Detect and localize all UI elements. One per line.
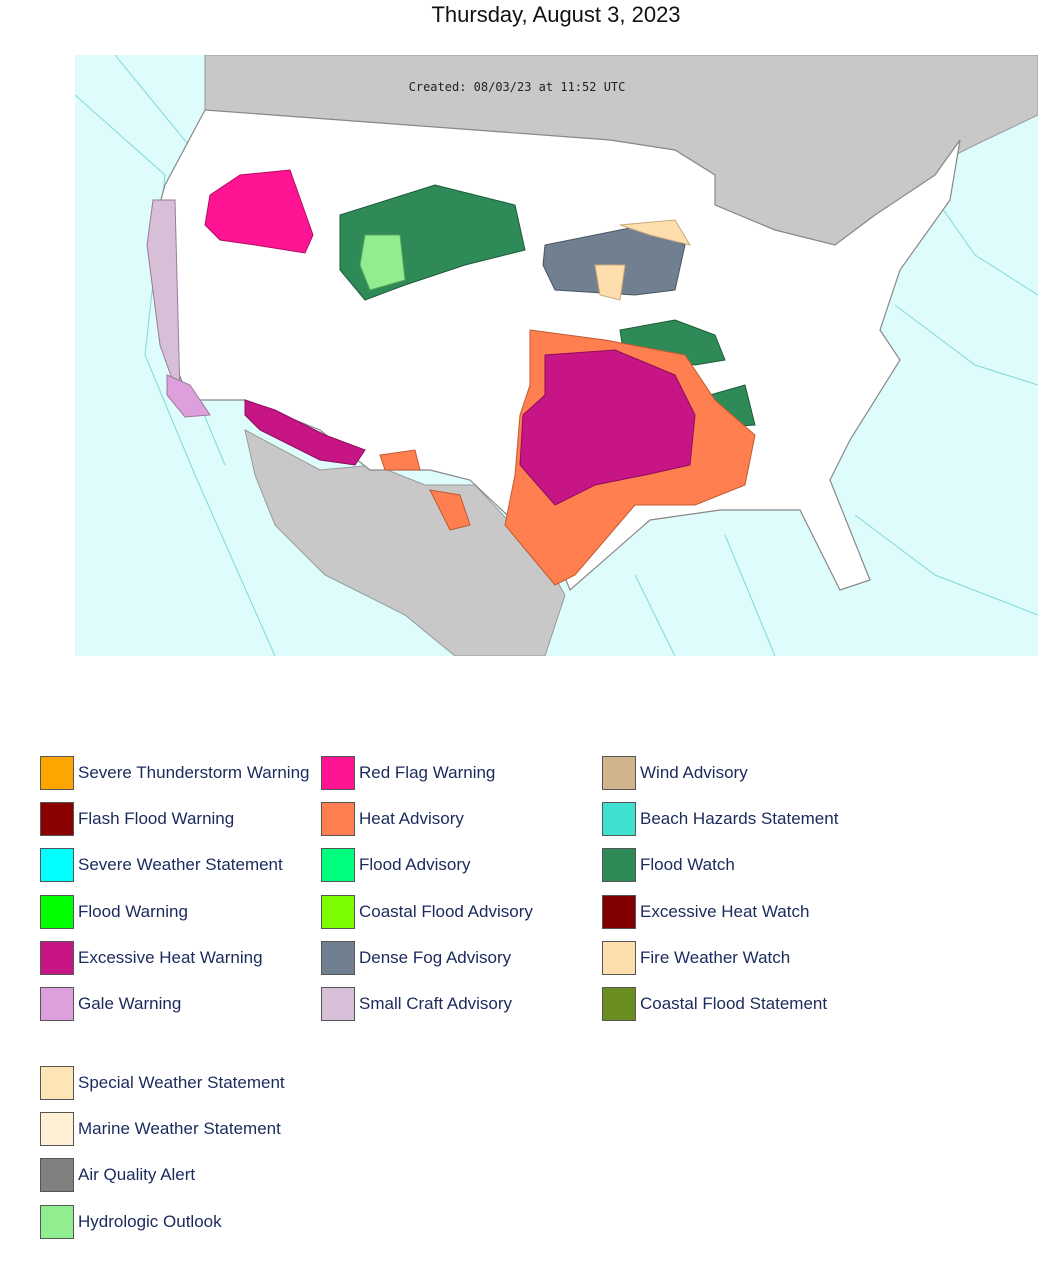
legend-item: Flash Flood Warning [40, 801, 234, 837]
legend-swatch [321, 802, 355, 837]
legend-swatch [40, 940, 74, 975]
hydrologic-area [359, 234, 406, 291]
fire-weather-area [594, 219, 692, 301]
red-flag-area [204, 169, 314, 254]
legend-label: Red Flag Warning [359, 763, 496, 782]
legend-label: Coastal Flood Advisory [359, 901, 533, 921]
legend-label: Severe Weather Statement [78, 855, 283, 875]
legend-item: Severe Thunderstorm Warning [40, 755, 310, 791]
legend-swatch [40, 1066, 74, 1100]
legend-label: Beach Hazards Statement [640, 809, 839, 829]
dense-fog-area [542, 224, 686, 296]
legend-swatch [321, 848, 355, 883]
legend-swatch [321, 940, 355, 975]
legend-label: Marine Weather Statement [78, 1119, 281, 1139]
excessive-heat-area [244, 349, 696, 506]
legend-item: Excessive Heat Watch [602, 894, 809, 930]
legend-swatch [321, 894, 355, 929]
legend-swatch [40, 987, 74, 1021]
legend-swatch [40, 848, 74, 883]
legend-swatch [40, 756, 74, 790]
legend-item: Heat Advisory [321, 801, 464, 837]
legend-label: Hydrologic Outlook [78, 1211, 222, 1231]
legend-item: Red Flag Warning [321, 755, 495, 791]
legend-label: Coastal Flood Statement [640, 994, 828, 1013]
legend-swatch [602, 802, 636, 837]
legend-label: Flash Flood Warning [78, 809, 235, 829]
legend-swatch [40, 802, 74, 837]
legend-item: Hydrologic Outlook [40, 1204, 222, 1240]
legend-swatch [40, 1204, 74, 1239]
legend-item: Wind Advisory [602, 755, 748, 791]
legend-swatch [602, 848, 636, 883]
legend-label: Flood Watch [640, 855, 735, 875]
legend-item: Flood Warning [40, 894, 188, 930]
legend-item: Flood Advisory [321, 847, 471, 883]
legend-swatch [602, 894, 636, 929]
legend-item: Fire Weather Watch [602, 940, 790, 976]
legend-item: Coastal Flood Advisory [321, 894, 533, 930]
legend-label: Air Quality Alert [78, 1165, 196, 1185]
legend-label: Special Weather Statement [78, 1073, 285, 1092]
legend-swatch [40, 1112, 74, 1147]
created-stamp: Created: 08/03/23 at 11:52 UTC [409, 80, 626, 94]
legend-item: Excessive Heat Warning [40, 940, 263, 976]
legend-label: Heat Advisory [359, 809, 464, 829]
legend-label: Small Craft Advisory [359, 994, 513, 1013]
legend-label: Gale Warning [78, 994, 182, 1013]
legend-swatch [602, 987, 636, 1021]
legend-item: Coastal Flood Statement [602, 986, 827, 1022]
legend-label: Severe Thunderstorm Warning [78, 763, 310, 782]
legend-item: Flood Watch [602, 847, 735, 883]
legend-label: Flood Warning [78, 901, 188, 921]
legend-swatch [40, 1158, 74, 1193]
legend-label: Excessive Heat Warning [78, 947, 263, 967]
legend-item: Severe Weather Statement [40, 847, 283, 883]
legend-swatch [40, 894, 74, 929]
legend-swatch [602, 756, 636, 790]
legend-item: Dense Fog Advisory [321, 940, 511, 976]
legend-swatch [321, 987, 355, 1021]
legend-item: Small Craft Advisory [321, 986, 512, 1022]
legend-item: Marine Weather Statement [40, 1111, 281, 1147]
legend-swatch [321, 756, 355, 790]
legend-item: Air Quality Alert [40, 1157, 195, 1193]
legend-item: Special Weather Statement [40, 1065, 285, 1101]
gale-area [166, 374, 211, 418]
legend-item: Gale Warning [40, 986, 181, 1022]
legend-swatch [602, 940, 636, 975]
legend-label: Flood Advisory [359, 855, 471, 875]
legend-label: Excessive Heat Watch [640, 901, 810, 921]
hazard-map: Created: 08/03/23 at 11:52 UTC [75, 55, 1038, 656]
legend-label: Dense Fog Advisory [359, 947, 512, 967]
legend-item: Beach Hazards Statement [602, 801, 838, 837]
page-title: Thursday, August 3, 2023 [431, 2, 681, 27]
legend-label: Wind Advisory [640, 763, 748, 782]
legend-label: Fire Weather Watch [640, 947, 791, 967]
